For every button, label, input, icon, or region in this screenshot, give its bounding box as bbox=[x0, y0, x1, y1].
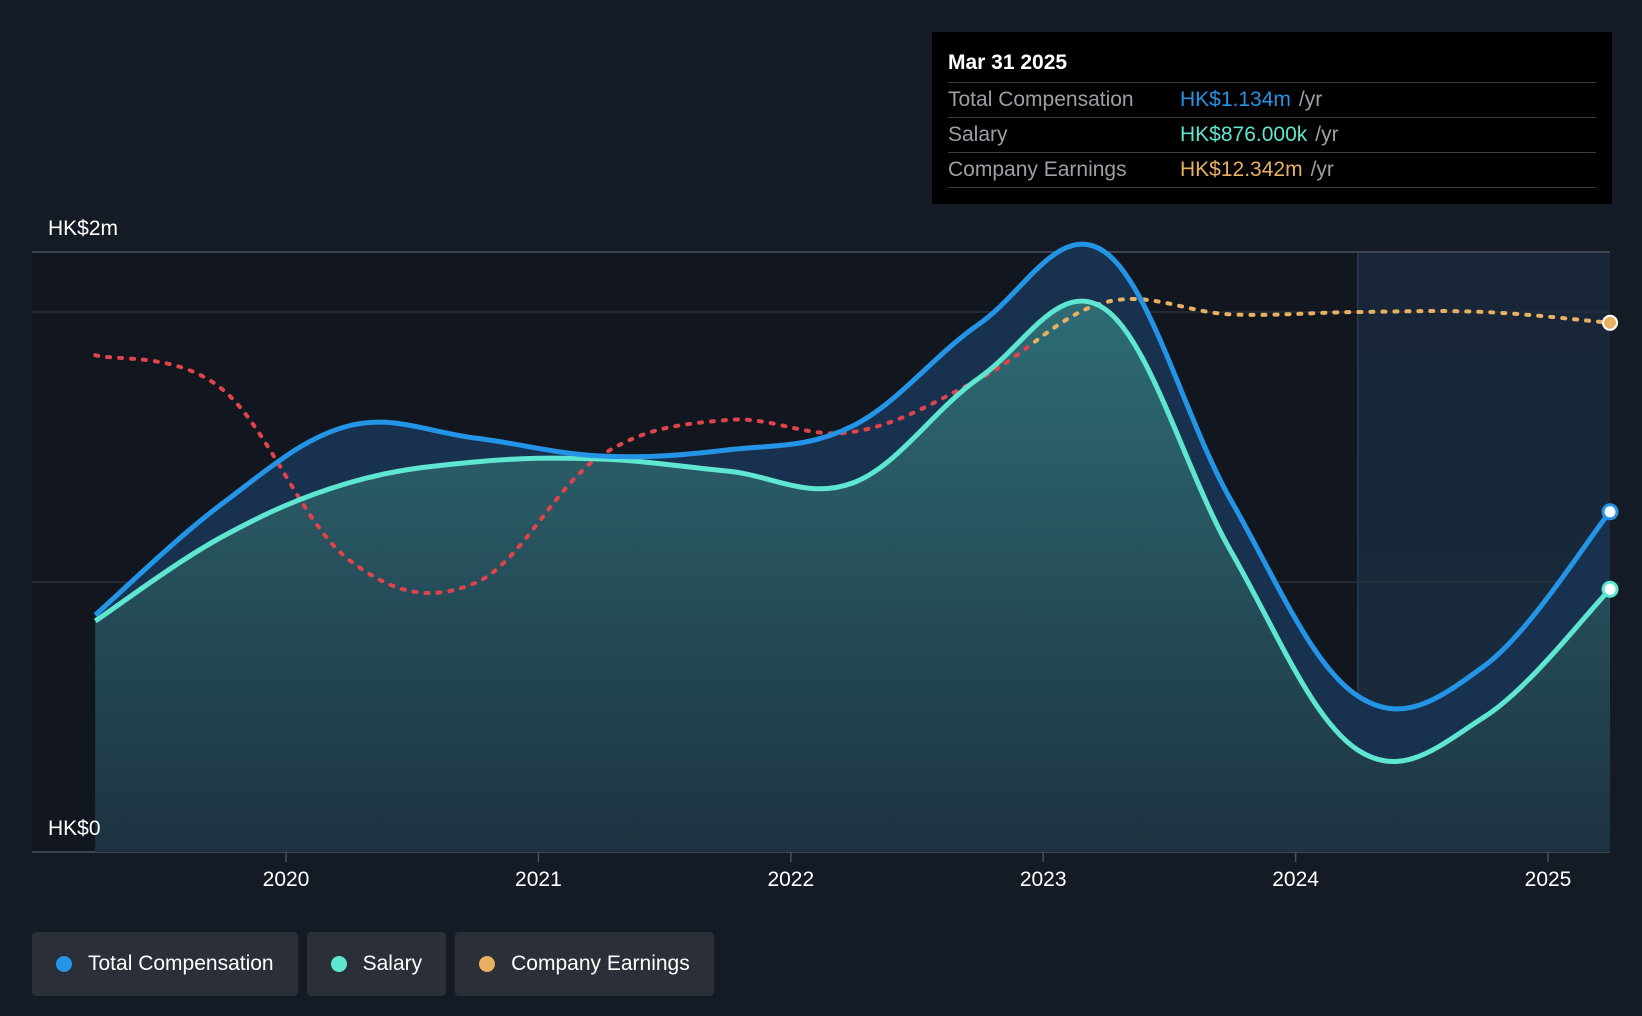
total-compensation-marker bbox=[1601, 503, 1619, 521]
x-tick-label: 2022 bbox=[767, 868, 814, 891]
tooltip-row-total-compensation: Total Compensation HK$1.134m /yr bbox=[948, 82, 1596, 117]
y-axis-label-bottom: HK$0 bbox=[48, 817, 101, 840]
tooltip-label: Salary bbox=[948, 123, 1008, 146]
company-earnings-line-positive bbox=[1031, 297, 1613, 347]
tooltip-date: Mar 31 2025 bbox=[948, 51, 1068, 74]
tooltip-value: HK$876.000k bbox=[1180, 123, 1308, 146]
legend-label: Total Compensation bbox=[88, 952, 274, 975]
tooltip-unit: /yr bbox=[1310, 158, 1334, 181]
legend-dot-icon bbox=[330, 956, 347, 972]
tooltip-label: Company Earnings bbox=[948, 158, 1127, 181]
total-compensation-line bbox=[93, 241, 1612, 712]
legend-item-total-compensation[interactable]: Total Compensation bbox=[32, 932, 298, 996]
salary-marker bbox=[1601, 580, 1619, 598]
legend-label: Salary bbox=[362, 952, 423, 975]
legend-dot-icon bbox=[56, 956, 72, 972]
tooltip-row-company-earnings: Company Earnings HK$12.342m /yr bbox=[948, 152, 1596, 188]
tooltip-row-salary: Salary HK$876.000k /yr bbox=[948, 117, 1596, 152]
legend-label: Company Earnings bbox=[511, 952, 690, 975]
x-tick-label: 2021 bbox=[515, 868, 562, 891]
company-earnings-marker bbox=[1602, 314, 1619, 331]
legend-item-company-earnings[interactable]: Company Earnings bbox=[455, 932, 714, 996]
legend-item-salary[interactable]: Salary bbox=[306, 932, 447, 996]
tooltip: Mar 31 2025 Total Compensation HK$1.134m… bbox=[932, 32, 1612, 204]
x-tick-label: 2023 bbox=[1020, 868, 1067, 891]
tooltip-value: HK$12.342m bbox=[1180, 158, 1303, 181]
tooltip-unit: /yr bbox=[1298, 88, 1323, 111]
salary-area bbox=[95, 301, 1611, 852]
tooltip-label: Total Compensation bbox=[948, 88, 1134, 111]
legend-dot-icon bbox=[479, 956, 496, 972]
tooltip-value: HK$1.134m bbox=[1180, 88, 1291, 111]
x-tick-label: 2025 bbox=[1525, 868, 1572, 891]
legend: Total Compensation Salary Company Earnin… bbox=[32, 932, 723, 996]
y-axis-label-top: HK$2m bbox=[48, 217, 118, 240]
x-tick-label: 2020 bbox=[263, 868, 310, 891]
x-tick-label: 2024 bbox=[1272, 868, 1319, 891]
tooltip-unit: /yr bbox=[1315, 123, 1339, 146]
salary-line bbox=[93, 298, 1612, 764]
